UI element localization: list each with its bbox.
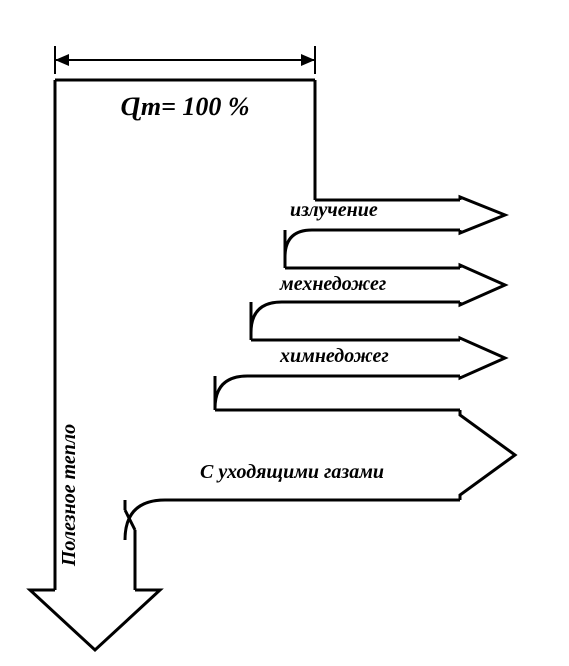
dimension-arrow-right — [301, 54, 315, 66]
useful-heat-label: Полезное тепло — [58, 424, 80, 567]
branch-radiation-arrow — [460, 197, 505, 233]
branch-chem-underburn-bottom — [215, 376, 460, 408]
branch-radiation-label: излучение — [290, 199, 378, 221]
branch-chem-underburn-label: химнедожег — [279, 345, 389, 367]
dimension-arrow-left — [55, 54, 69, 66]
branch-mech-underburn-label: мехнедожег — [279, 273, 386, 295]
branch-mech-underburn-arrow — [460, 265, 505, 305]
branch-flue-gases-label: С уходящими газами — [200, 461, 384, 483]
branch-flue-gases-bottom — [125, 500, 460, 540]
useful-heat-arrow — [30, 590, 160, 650]
branch-radiation-bottom — [285, 230, 460, 257]
main-input-label: Ɋm= 100 % — [120, 92, 249, 121]
branch-chem-underburn-arrow — [460, 338, 505, 378]
branch-mech-underburn-bottom — [251, 302, 460, 333]
branch-flue-gases-arrow — [460, 410, 515, 500]
